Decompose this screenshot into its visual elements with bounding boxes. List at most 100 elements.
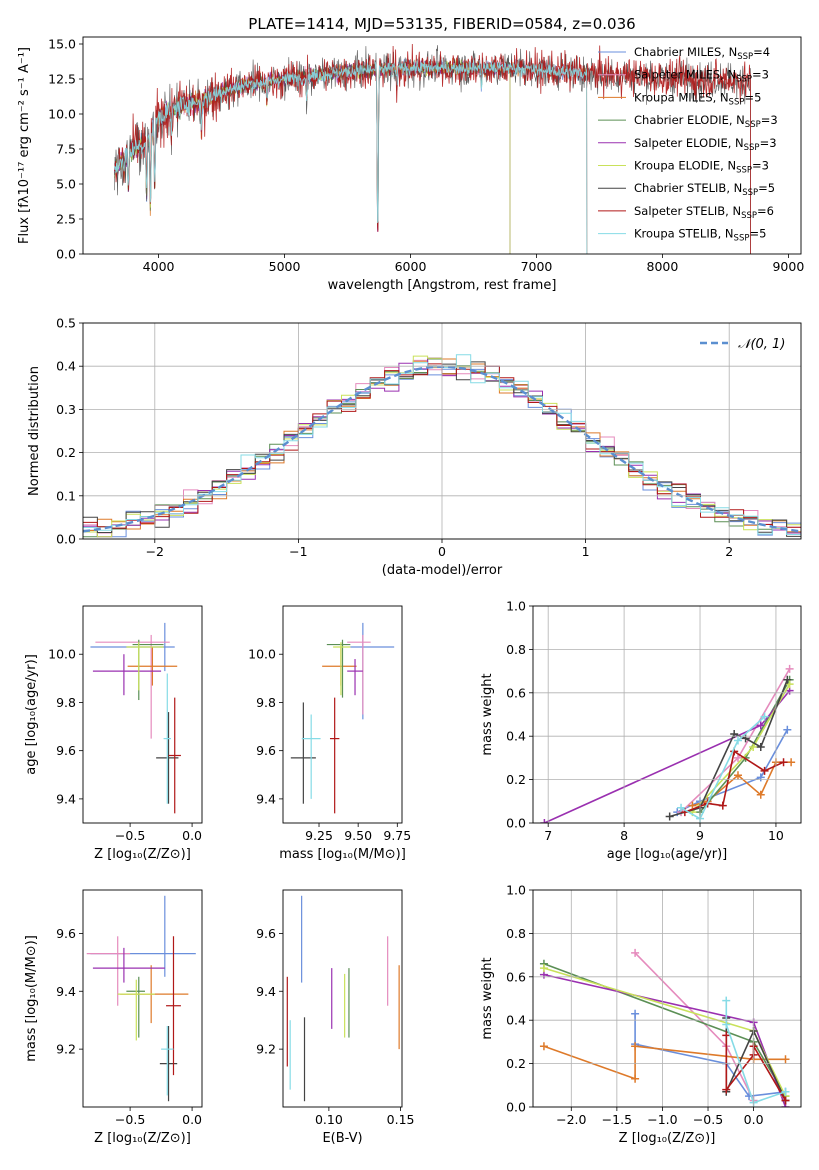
- axes-frame: [82, 889, 203, 1108]
- y-tick-label: 9.4: [256, 984, 276, 999]
- x-axis-label: Z [log₁₀(Z/Z⊙)]: [619, 1131, 716, 1146]
- series-kroupa-miles: [688, 758, 796, 810]
- legend-label-tail: =5: [758, 181, 775, 195]
- x-tick-label: 0.0: [182, 1112, 202, 1127]
- point-marker: [730, 730, 739, 739]
- series-salpeter-elodie: [540, 686, 794, 823]
- panel-mass-vs-Z: −0.5 0.0 9.2 9.4 9.6 Z [log₁₀(Z/Z⊙)] mass [log…: [24, 889, 203, 1146]
- series-line: [544, 690, 791, 823]
- legend-label-sub: SSP: [736, 166, 752, 176]
- legend-label-base: Chabrier ELODIE, N: [634, 113, 745, 127]
- x-tick-label: 6000: [395, 259, 427, 274]
- legend-label-tail: =5: [749, 227, 766, 241]
- errorbar-chabrier-elodie: [132, 639, 164, 701]
- errorbar-kroupa-miles: [322, 646, 357, 686]
- y-tick-label: 0.2: [506, 1056, 526, 1071]
- legend-label-sub: SSP: [737, 52, 753, 62]
- point-marker: [722, 1085, 731, 1094]
- point-marker: [756, 721, 765, 730]
- y-tick-label: 0.6: [506, 969, 526, 984]
- y-tick-label: 0.1: [56, 488, 76, 503]
- x-tick-label: 9.75: [383, 828, 411, 843]
- errorbar-kroupa-stelib: [301, 714, 321, 799]
- y-tick-label: 0.6: [506, 685, 526, 700]
- y-tick-label: 7.5: [56, 142, 76, 157]
- point-marker: [760, 766, 769, 775]
- legend-label-base: Chabrier MILES, N: [634, 45, 737, 59]
- legend-label-tail: =6: [757, 204, 774, 218]
- point-marker: [722, 1020, 731, 1029]
- y-axis-label: mass weight: [480, 957, 495, 1039]
- y-tick-label: 0.8: [506, 926, 526, 941]
- series-kroupa-miles: [539, 1042, 790, 1083]
- plot-area-mass-weight-vs-Z: [539, 948, 790, 1107]
- point-marker: [787, 758, 796, 767]
- axes-frame: [82, 322, 802, 540]
- y-axis-label: Flux [fλ10⁻¹⁷ erg cm⁻² s⁻¹ A⁻¹]: [17, 47, 32, 244]
- series-line: [684, 750, 784, 813]
- x-tick-label: 9.25: [305, 828, 333, 843]
- spectrum-line-kroupa-miles: [114, 57, 588, 254]
- legend-entry: Salpeter MILES, NSSP=3: [634, 68, 769, 85]
- panel-spectrum: 4000 5000 6000 7000 8000 9000 0.0 2.5 5.0 7.5 10.0…: [17, 15, 804, 293]
- y-tick-label: 9.6: [56, 743, 76, 758]
- point-marker: [722, 1031, 731, 1040]
- x-tick-label: 0.0: [182, 828, 202, 843]
- y-tick-label: 0.8: [506, 642, 526, 657]
- x-axis-label: age [log₁₀(age/yr)]: [607, 847, 728, 862]
- errorbar-salpeter-elodie: [92, 654, 162, 696]
- y-tick-label: 5.0: [56, 177, 76, 192]
- series-line: [543, 967, 787, 1097]
- legend-label-tail: =3: [752, 68, 769, 82]
- y-tick-label: 0.0: [506, 816, 526, 831]
- errorbar-salpeter-miles: [347, 634, 371, 715]
- legend-label-base: Salpeter MILES, N: [634, 68, 736, 82]
- point-marker: [540, 819, 549, 823]
- errorbar-chabrier-stelib: [159, 1025, 178, 1102]
- point-marker: [756, 773, 765, 782]
- y-tick-label: 9.4: [56, 791, 76, 806]
- x-tick-label: 7000: [521, 259, 553, 274]
- x-tick-label: 0.15: [387, 1112, 415, 1127]
- point-marker: [783, 675, 792, 684]
- errorbar-salpeter-elodie: [347, 659, 363, 696]
- legend-label-tail: =3: [752, 159, 769, 173]
- x-tick-label: 9: [696, 828, 704, 843]
- point-marker: [760, 712, 769, 721]
- legend-label-sub: SSP: [744, 143, 760, 153]
- legend-label-sub: SSP: [736, 75, 752, 85]
- y-tick-label: 0.4: [506, 729, 526, 744]
- y-tick-label: 0.5: [56, 316, 76, 331]
- legend-entry: Salpeter STELIB, NSSP=6: [634, 204, 774, 221]
- axes-frame: [82, 605, 203, 824]
- point-marker: [733, 736, 742, 745]
- x-tick-label: 5000: [269, 259, 301, 274]
- y-tick-label: 9.6: [256, 926, 276, 941]
- y-tick-label: 9.6: [56, 926, 76, 941]
- legend-label-tail: =4: [753, 45, 770, 59]
- legend-entry: Chabrier MILES, NSSP=4: [634, 45, 770, 62]
- y-tick-label: 9.8: [56, 695, 76, 710]
- errorbar-kroupa-stelib: [161, 1025, 174, 1096]
- x-tick-label: 0.10: [315, 1112, 343, 1127]
- legend-label-base: Kroupa STELIB, N: [634, 227, 734, 241]
- x-tick-label: 2: [725, 544, 733, 559]
- axes-frame: [82, 36, 802, 255]
- legend-label-base: Chabrier STELIB, N: [634, 181, 742, 195]
- y-tick-label: 10.0: [48, 107, 76, 122]
- y-tick-label: 9.2: [256, 1042, 276, 1057]
- errorbar-kroupa-elodie: [333, 642, 351, 696]
- point-marker: [631, 1042, 640, 1051]
- x-axis-label: wavelength [Angstrom, rest frame]: [328, 278, 557, 293]
- y-tick-label: 9.8: [256, 695, 276, 710]
- x-tick-label: 8: [620, 828, 628, 843]
- legend-label-tail: =3: [760, 136, 777, 150]
- errorbar-salpeter-stelib: [168, 697, 181, 814]
- errorbar-salpeter-stelib: [166, 936, 181, 1076]
- y-axis-label: Normed distribution: [27, 366, 42, 496]
- panel-mass-weight-vs-Z: −2.0 −1.5 −1.0 −0.5 0.0 0.0 0.2 0.4 0.6 0.8 1.0 Z […: [480, 883, 802, 1146]
- point-marker: [677, 803, 686, 812]
- x-tick-label: −1.0: [647, 1112, 677, 1127]
- point-marker: [781, 1055, 790, 1064]
